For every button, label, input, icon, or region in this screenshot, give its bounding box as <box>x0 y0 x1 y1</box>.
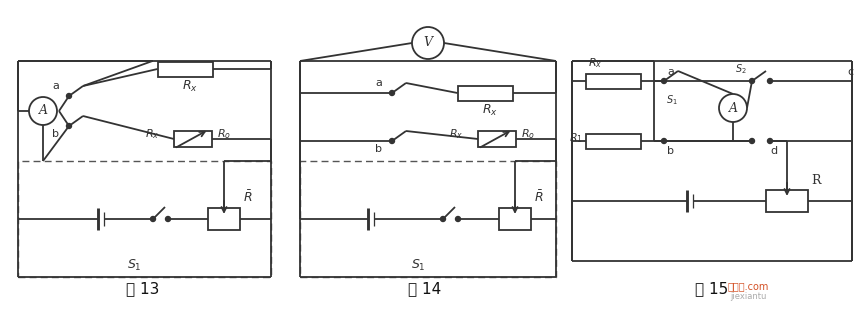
Circle shape <box>389 91 394 95</box>
Circle shape <box>456 217 460 222</box>
Text: 图 14: 图 14 <box>408 281 442 296</box>
Bar <box>586 133 640 149</box>
Text: A: A <box>39 104 48 117</box>
Circle shape <box>749 78 754 83</box>
Bar <box>208 208 240 230</box>
Bar <box>478 131 516 147</box>
Circle shape <box>662 78 667 83</box>
Text: d: d <box>770 146 777 156</box>
Circle shape <box>767 78 772 83</box>
Bar <box>157 61 213 77</box>
Text: $R_x$: $R_x$ <box>449 127 463 141</box>
Text: a: a <box>52 81 59 91</box>
Circle shape <box>662 138 667 143</box>
Circle shape <box>67 94 72 99</box>
Bar <box>499 208 531 230</box>
Circle shape <box>719 94 747 122</box>
Circle shape <box>412 27 444 59</box>
Circle shape <box>389 138 394 143</box>
Text: $S_1$: $S_1$ <box>666 93 678 107</box>
Text: R: R <box>811 174 821 187</box>
Text: $S_1$: $S_1$ <box>411 258 426 273</box>
Circle shape <box>67 124 72 129</box>
Bar <box>300 161 556 277</box>
Bar <box>458 86 512 100</box>
Text: $R_1$: $R_1$ <box>568 131 582 145</box>
Bar <box>586 74 640 88</box>
Text: b: b <box>375 144 382 154</box>
Circle shape <box>165 217 170 222</box>
Circle shape <box>440 217 445 222</box>
Text: 接线图.com: 接线图.com <box>727 281 769 291</box>
Text: V: V <box>424 36 432 49</box>
Text: c: c <box>847 67 853 77</box>
Bar <box>18 161 271 277</box>
Text: 图 15: 图 15 <box>695 281 728 296</box>
Circle shape <box>151 217 156 222</box>
Text: $S_1$: $S_1$ <box>126 258 141 273</box>
Text: a: a <box>375 78 382 88</box>
Text: A: A <box>728 101 738 115</box>
Text: jiexiantu: jiexiantu <box>730 292 766 301</box>
Text: $S_2$: $S_2$ <box>735 62 747 76</box>
Text: $R_x$: $R_x$ <box>587 57 602 70</box>
Text: $R_o$: $R_o$ <box>521 127 535 141</box>
Text: $R_x$: $R_x$ <box>482 103 498 118</box>
Text: $\bar{R}$: $\bar{R}$ <box>534 189 543 205</box>
Bar <box>766 190 808 212</box>
Text: $R_o$: $R_o$ <box>217 127 231 141</box>
Text: $\bar{R}$: $\bar{R}$ <box>243 189 253 205</box>
Circle shape <box>749 138 754 143</box>
Text: a: a <box>667 67 674 77</box>
Circle shape <box>29 97 57 125</box>
Circle shape <box>767 138 772 143</box>
Bar <box>174 131 212 147</box>
Text: 图 13: 图 13 <box>126 281 160 296</box>
Text: $R_x$: $R_x$ <box>144 127 159 141</box>
Text: b: b <box>52 129 59 139</box>
Text: b: b <box>667 146 674 156</box>
Text: $R_x$: $R_x$ <box>182 79 198 94</box>
